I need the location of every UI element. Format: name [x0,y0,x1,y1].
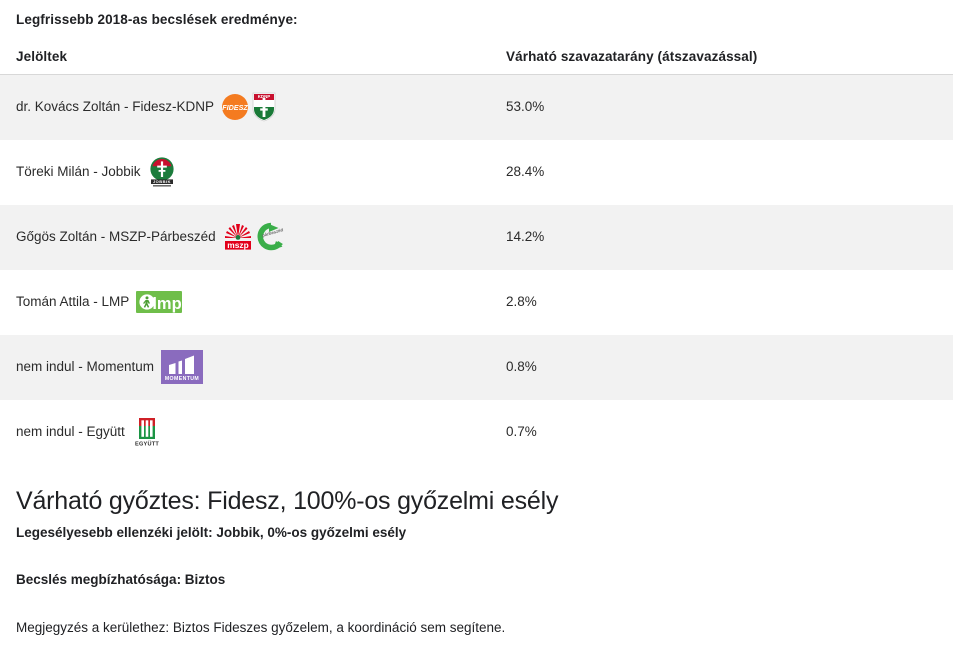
candidate-name: Töreki Milán - Jobbik [16,164,141,180]
jobbik-logo-icon: JOBBIK [149,157,174,187]
table-row: Töreki Milán - Jobbik JOBBIK [0,140,953,205]
candidate-cell: Töreki Milán - Jobbik JOBBIK [0,140,494,205]
runner-up-text: Legesélyesebb ellenzéki jelölt: Jobbik, … [16,524,407,540]
kdnp-logo-icon: KDNP [252,92,276,122]
candidate-cell: nem indul - Együtt EGYÜTT [0,400,494,465]
lmp-logo-icon: lmp [136,291,183,313]
district-note: Megjegyzés a kerülethez: Biztos Fideszes… [16,619,506,635]
share-value: 0.8% [506,359,537,375]
estimates-table: Jelöltek Várható szavazatarány (átszavaz… [0,43,953,465]
candidate-cell: Tomán Attila - LMP lmp [0,270,494,335]
party-logos: EGYÜTT [132,416,162,448]
column-header-candidates: Jelöltek [0,43,494,75]
party-logos: lmp [136,291,183,313]
fidesz-logo-icon: FIDESZ [222,94,248,121]
svg-text:lmp: lmp [153,295,182,313]
page-container: Legfrissebb 2018-as becslések eredménye:… [0,12,953,635]
table-head: Jelöltek Várható szavazatarány (átszavaz… [0,43,953,75]
table-body: dr. Kovács Zoltán - Fidesz-KDNP FIDESZ [0,74,953,465]
mszp-logo-icon: mszp [224,224,251,250]
candidate-name: nem indul - Együtt [16,424,125,440]
party-logos: JOBBIK [148,156,176,188]
table-row: nem indul - Momentum MOMENTUM [0,334,953,400]
table-header-row: Jelöltek Várható szavazatarány (átszavaz… [0,43,953,75]
party-logos: FIDESZ KDNP [221,92,276,122]
candidate-cell: Gőgös Zoltán - MSZP-Párbeszéd [0,205,494,270]
table-row: Tomán Attila - LMP lmp [0,270,953,335]
winner-headline: Várható győztes: Fidesz, 100%-os győzelm… [16,486,559,515]
candidate-cell: dr. Kovács Zoltán - Fidesz-KDNP FIDESZ [0,75,494,140]
candidate-name: nem indul - Momentum [16,359,155,375]
svg-text:MOMENTUM: MOMENTUM [165,376,199,382]
svg-text:FIDESZ: FIDESZ [222,103,248,112]
svg-text:mszp: mszp [227,240,248,250]
share-value: 28.4% [506,164,545,180]
svg-text:párbeszéd: párbeszéd [261,227,284,238]
share-value: 2.8% [506,294,537,310]
share-value: 14.2% [506,229,545,245]
table-row: nem indul - Együtt EGYÜTT [0,400,953,465]
svg-text:JOBBIK: JOBBIK [152,179,170,184]
momentum-logo-icon: MOMENTUM [161,350,204,384]
table-row: Gőgös Zoltán - MSZP-Párbeszéd [0,204,953,270]
intro-text: Legfrissebb 2018-as becslések eredménye: [16,12,298,27]
svg-text:KDNP: KDNP [258,94,271,99]
table-row: dr. Kovács Zoltán - Fidesz-KDNP FIDESZ [0,74,953,140]
egyutt-logo-icon: EGYÜTT [135,418,159,448]
party-logos: MOMENTUM [161,350,204,384]
candidate-cell: nem indul - Momentum MOMENTUM [0,335,494,400]
candidate-name: dr. Kovács Zoltán - Fidesz-KDNP [16,99,215,115]
parbeszed-logo-icon: párbeszéd [257,222,284,251]
party-logos: mszp párbeszéd [223,222,286,252]
share-value: 0.7% [506,424,537,440]
column-header-share: Várható szavazatarány (átszavazással) [494,43,953,75]
candidate-name: Tomán Attila - LMP [16,294,130,310]
candidate-name: Gőgös Zoltán - MSZP-Párbeszéd [16,229,216,245]
reliability-text: Becslés megbízhatósága: Biztos [16,571,226,587]
svg-text:EGYÜTT: EGYÜTT [135,441,159,448]
share-value: 53.0% [506,99,545,115]
